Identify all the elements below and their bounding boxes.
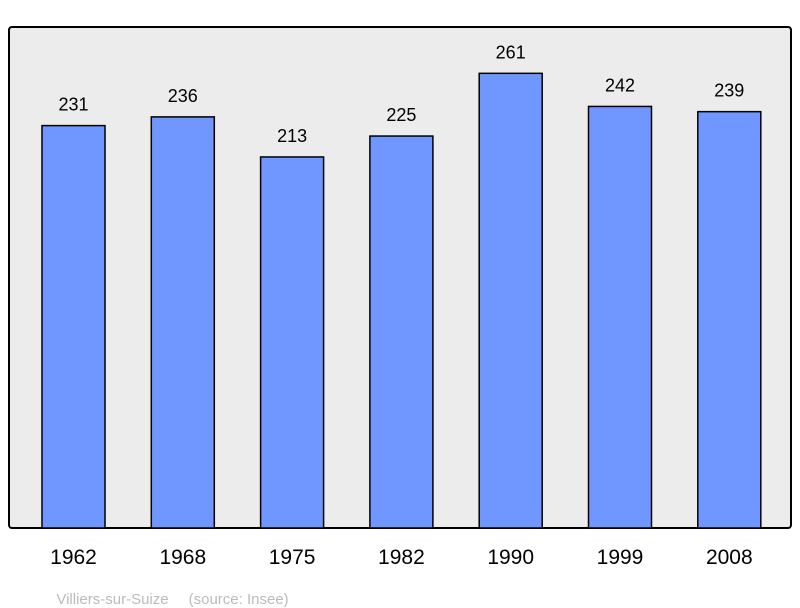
place-name: Villiers-sur-Suize bbox=[56, 591, 169, 608]
data-label-1999: 242 bbox=[605, 75, 635, 95]
bar-1990 bbox=[478, 72, 543, 529]
bar-1999 bbox=[587, 105, 653, 529]
data-label-1962: 231 bbox=[58, 95, 88, 115]
x-tick-label-1990: 1990 bbox=[487, 546, 534, 569]
source-note: (source: Insee) bbox=[188, 591, 289, 608]
data-label-1982: 225 bbox=[386, 105, 416, 125]
chart-footer: Villiers-sur-Suize (source: Insee) bbox=[48, 574, 309, 608]
data-label-1975: 213 bbox=[277, 126, 307, 146]
data-label-1990: 261 bbox=[496, 42, 526, 62]
bar-1975 bbox=[259, 156, 325, 529]
x-tick-label-1999: 1999 bbox=[597, 546, 644, 569]
x-tick-label-1982: 1982 bbox=[378, 546, 425, 569]
x-tick-label-2008: 2008 bbox=[706, 546, 753, 569]
x-tick-label-1962: 1962 bbox=[50, 546, 97, 569]
data-label-1968: 236 bbox=[168, 86, 198, 106]
bar-1962 bbox=[41, 124, 106, 529]
bar-2008 bbox=[697, 110, 762, 529]
data-label-2008: 239 bbox=[714, 81, 744, 101]
bar-1968 bbox=[150, 116, 216, 529]
x-tick-label-1968: 1968 bbox=[159, 546, 206, 569]
x-tick-label-1975: 1975 bbox=[269, 546, 316, 569]
bar-1982 bbox=[369, 135, 434, 529]
